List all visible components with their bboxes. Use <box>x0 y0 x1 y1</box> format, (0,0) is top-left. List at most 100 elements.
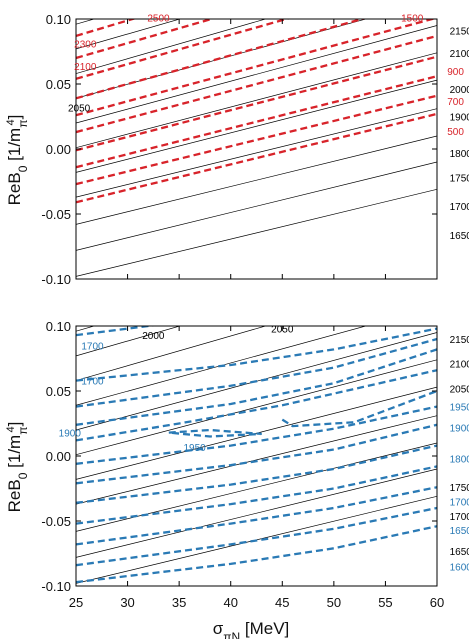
black-contour-12 <box>76 468 437 558</box>
contour-lines <box>76 199 437 584</box>
contour-label: 2100 <box>450 49 469 60</box>
contour-label: 1800 <box>450 149 469 160</box>
blue-dashed-contour-14 <box>76 525 437 584</box>
contour-label: 1700 <box>450 202 469 213</box>
red-dashed-contour-6 <box>76 19 437 117</box>
black-contour-2 <box>76 199 437 303</box>
red-dashed-contour-11 <box>76 112 437 204</box>
black-contour-6 <box>76 326 368 406</box>
red-dashed-contour-9 <box>76 75 437 169</box>
red-dashed-contour-4 <box>76 19 291 80</box>
black-contour-11 <box>76 135 437 225</box>
red-dashed-contour-1 <box>76 0 437 16</box>
contour-label: 900 <box>447 67 464 78</box>
x-tick-label: 50 <box>327 595 341 610</box>
top-contour-panel: 0.10 0.05 0.00 -0.05 -0.10 2500 1500 2300 2100 20… <box>41 0 469 287</box>
black-contour-4 <box>76 19 182 50</box>
x-tick-label: 35 <box>172 595 186 610</box>
blue-dashed-contour-12 <box>76 486 437 546</box>
red-dashed-contour-7 <box>76 34 437 134</box>
contour-labels: 2500 1500 2300 2100 2050 2150 2100 900 2000700 19… <box>68 14 469 242</box>
blue-dashed-contour-13 <box>76 506 437 567</box>
blue-dashed-contour-1 <box>76 326 158 337</box>
x-tick-label: 60 <box>430 595 444 610</box>
contour-label: 2300 <box>74 40 97 51</box>
contour-label: 1900 <box>450 423 469 434</box>
black-contour-8 <box>76 52 437 149</box>
y-tick-label: 0.05 <box>46 384 71 399</box>
contour-label: 2500 <box>147 14 170 25</box>
y-tick-label: 0.10 <box>46 12 71 27</box>
contour-label: 1700 <box>450 498 469 509</box>
blue-dashed-contour-10 <box>76 444 437 504</box>
contour-label: 500 <box>447 127 464 138</box>
contour-label: 2100 <box>74 62 97 73</box>
contour-label: 1700 <box>81 377 104 388</box>
x-axis-title: σπN [MeV] <box>213 619 290 639</box>
blue-dashed-contour-11 <box>76 465 437 525</box>
y-tick-label: 0.10 <box>46 319 71 334</box>
red-dashed-contour-8 <box>76 55 437 152</box>
black-contour-9 <box>76 79 437 173</box>
red-dashed-contour-10 <box>76 94 437 186</box>
x-tick-label: 45 <box>275 595 289 610</box>
contour-label: 1800 <box>450 455 469 466</box>
contour-label: 1700 <box>81 342 104 353</box>
y-tick-label: -0.05 <box>41 207 71 222</box>
contour-label: 2000 <box>142 331 165 342</box>
black-contour-13 <box>76 188 437 277</box>
red-dashed-contour-5 <box>76 19 367 100</box>
blue-dashed-contour-8 <box>76 405 437 465</box>
contour-label: 2150 <box>450 335 469 346</box>
x-tick-label: 30 <box>120 595 134 610</box>
black-contour-8 <box>76 359 437 456</box>
blue-dashed-contour-2 <box>76 327 437 382</box>
y-tick-label: 0.00 <box>46 142 71 157</box>
contour-label: 1900 <box>59 429 82 440</box>
black-contour-5 <box>76 326 267 381</box>
y-tick-label: -0.05 <box>41 514 71 529</box>
blue-dashed-contour-6 <box>168 428 262 438</box>
contour-lines <box>76 0 437 277</box>
contour-label: 2050 <box>450 384 469 395</box>
contour-label: 2100 <box>450 360 469 371</box>
x-tick-label: 40 <box>223 595 237 610</box>
black-contour-9 <box>76 386 437 480</box>
top-y-axis-title: ReB0 [1/mπ4] <box>5 115 30 206</box>
x-tick-label: 25 <box>69 595 83 610</box>
black-contour-5 <box>76 19 267 74</box>
contour-label: 2150 <box>450 27 469 38</box>
contour-label: 1750 <box>450 174 469 185</box>
blue-dashed-contour-7 <box>281 389 437 428</box>
contour-label: 2050 <box>68 103 91 114</box>
y-tick-label: -0.10 <box>41 579 71 594</box>
y-tick-label: 0.00 <box>46 449 71 464</box>
blue-dashed-contour-3 <box>76 337 437 408</box>
black-contour-10 <box>76 108 437 198</box>
black-contour-7 <box>76 25 437 124</box>
black-contour-10 <box>76 415 437 505</box>
axis-ticks: 0.10 0.05 0.00 -0.05 -0.10 <box>41 12 438 287</box>
contour-label: 1950 <box>450 403 469 414</box>
black-contour-12 <box>76 161 437 251</box>
x-tick-label: 55 <box>378 595 392 610</box>
contour-label: 1600 <box>450 563 469 574</box>
contour-label: 1700 <box>450 512 469 523</box>
contour-label: 2000 <box>450 85 469 96</box>
contour-label: 1950 <box>183 443 206 454</box>
contour-labels: 1700 2000 2050 1700 1900 1950 2150 2100 2050 1950… <box>59 325 469 574</box>
blue-dashed-contour-4 <box>76 348 437 426</box>
blue-dashed-contour-9 <box>76 423 437 485</box>
y-tick-label: 0.05 <box>46 77 71 92</box>
contour-label: 2050 <box>271 325 294 336</box>
contour-label: 1900 <box>450 113 469 124</box>
contour-label: 700 <box>447 97 464 108</box>
red-dashed-contour-2 <box>76 19 137 38</box>
y-tick-label: -0.10 <box>41 272 71 287</box>
